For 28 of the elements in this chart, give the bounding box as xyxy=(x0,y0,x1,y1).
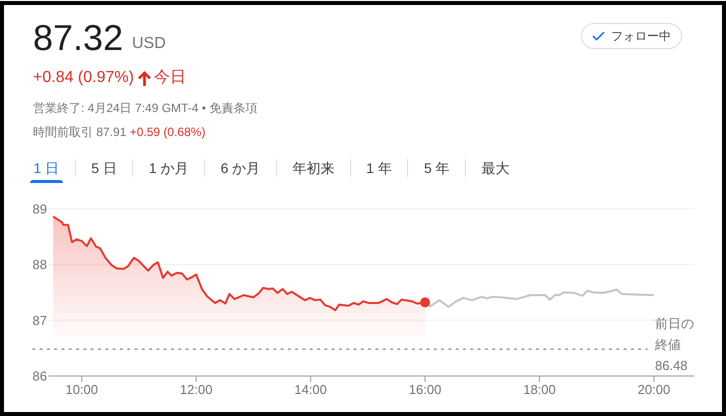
chart-title: 87.32 xyxy=(33,16,124,58)
y-tick-label: 86 xyxy=(32,368,47,384)
text: 年初来 xyxy=(291,159,336,178)
text: 1 か月 xyxy=(148,159,190,178)
x-tick-label: 16:00 xyxy=(408,382,442,398)
y-tick-label: 87 xyxy=(32,312,47,328)
text: 1 年 xyxy=(365,159,393,178)
text: 最大 xyxy=(480,159,511,178)
text: 今日 xyxy=(154,69,186,86)
ref-line-label: 前日の終値 xyxy=(654,316,694,352)
x-tick-label: 10:00 xyxy=(65,382,98,398)
x-tick-label: 14:00 xyxy=(294,382,327,398)
text: USD xyxy=(132,35,166,52)
text: 1 日 xyxy=(32,159,60,178)
x-tick-label: 12:00 xyxy=(180,382,212,398)
text: 6 か月 xyxy=(220,159,262,178)
annotation: 86.48 xyxy=(655,358,688,373)
text: +0.84 (0.97%) xyxy=(33,69,134,86)
follow-button: フォロー中 xyxy=(581,23,682,49)
text: 時間前取引 87.91 xyxy=(33,125,126,139)
x-tick-label: 18:00 xyxy=(523,382,556,398)
text: 5 年 xyxy=(422,159,451,178)
text: 営業終了: 4月24日 7:49 GMT-4 • 免責条項 xyxy=(33,101,258,115)
text: +0.59 (0.68%) xyxy=(130,125,206,139)
x-tick-label: 20:00 xyxy=(638,382,670,398)
y-tick-label: 89 xyxy=(32,201,47,216)
text: 5 日 xyxy=(90,159,118,178)
y-tick-label: 88 xyxy=(32,257,47,272)
